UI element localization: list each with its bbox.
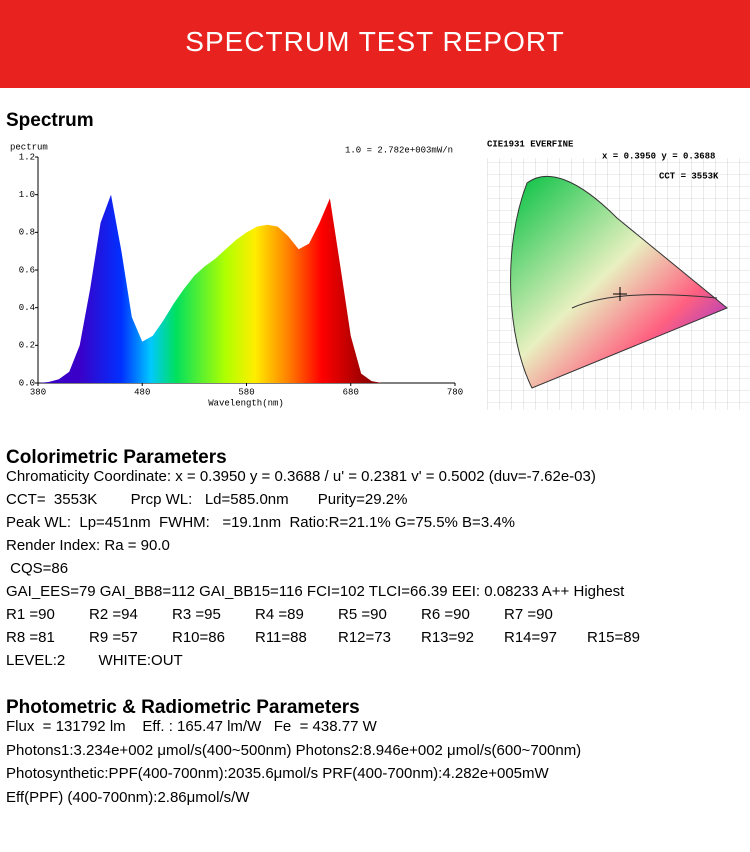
x-tick-label: 580: [238, 387, 254, 397]
r-value: R10=86: [172, 629, 225, 646]
r-value: R5 =90: [338, 606, 387, 623]
r-value: R1 =90: [6, 606, 55, 623]
spectrum-area: [38, 194, 455, 383]
text-line: Eff(PPF) (400-700nm):2.86μmol/s/W: [6, 788, 250, 806]
y-tick-label: 1.2: [19, 152, 35, 162]
annotation: 1.0 = 2.782e+003mW/n: [345, 145, 453, 155]
r-value: R8 =81: [6, 629, 55, 646]
y-axis-label: pectrum: [10, 142, 48, 152]
x-tick-label: 780: [447, 387, 463, 397]
r-row: R8 =81 R9 =57 R10=86 R11=88 R12=73 R13=92 R14=…: [6, 629, 670, 646]
r-value: R2 =94: [89, 606, 138, 623]
x-tick-label: 680: [343, 387, 359, 397]
text-line: LEVEL:2 WHITE:OUT: [6, 652, 183, 669]
planck-locus: [571, 294, 718, 309]
text-line: GAI_EES=79 GAI_BB8=112 GAI_BB15=116 FCI=…: [6, 583, 625, 600]
text-line: Render Index: Ra = 90.0: [6, 537, 170, 554]
text-line: Flux = 131792 lm Eff. : 165.47 lm/W Fe =…: [6, 718, 377, 735]
r-value: R12=73: [338, 629, 391, 646]
y-tick-label: 0.8: [19, 228, 35, 238]
spectrum-chart: pectrum 1.0 = 2.782e+003mW/n Wavelength(…: [10, 142, 463, 408]
r-value: R7 =90: [504, 606, 553, 623]
text-line: Chromaticity Coordinate: x = 0.3950 y = …: [6, 468, 596, 485]
r-value: R9 =57: [89, 629, 138, 646]
x-tick-label: 480: [134, 387, 150, 397]
r-value: R14=97: [504, 629, 557, 646]
cie-point: [613, 287, 627, 301]
r-value: R11=88: [255, 629, 307, 646]
cie-coords: x = 0.3950 y = 0.3688: [602, 151, 715, 161]
y-tick-label: 0.6: [19, 265, 35, 275]
cie-diagram: CIE1931 EVERFINE x = 0.3950 y = 0.3688 C…: [487, 139, 750, 410]
section-heading: Photometric & Radiometric Parameters: [6, 697, 360, 718]
r-value: R3 =95: [172, 606, 221, 623]
header-banner: SPECTRUM TEST REPORT: [0, 0, 750, 88]
x-axis-label: Wavelength(nm): [208, 398, 284, 408]
r-row: R1 =90 R2 =94 R3 =95 R4 =89 R5 =90 R6 =90 R7 =…: [6, 606, 587, 623]
section-heading: Colorimetric Parameters: [6, 447, 227, 468]
text-line: Photons1:3.234e+002 μmol/s(400~500nm) Ph…: [6, 741, 582, 759]
cie-title: CIE1931 EVERFINE: [487, 139, 574, 149]
x-tick-label: 380: [30, 387, 46, 397]
text-line: Photosynthetic:PPF(400-700nm):2035.6μmol…: [6, 765, 549, 782]
title: SPECTRUM TEST REPORT: [185, 26, 565, 57]
y-tick-label: 1.0: [19, 190, 35, 200]
text-line: CQS=86: [6, 560, 69, 577]
text-line: CCT= 3553K Prcp WL: Ld=585.0nm Purity=29…: [6, 491, 408, 508]
section-heading: Spectrum: [6, 110, 94, 131]
r-value: R15=89: [587, 629, 640, 646]
cie-cct: CCT = 3553K: [659, 171, 719, 181]
r-value: R4 =89: [255, 606, 304, 623]
r-value: R13=92: [421, 629, 474, 646]
y-tick-label: 0.4: [19, 303, 35, 313]
text-line: Peak WL: Lp=451nm FWHM: =19.1nm Ratio:R=…: [6, 514, 516, 531]
y-tick-label: 0.0: [19, 378, 35, 388]
cie-locus: [510, 175, 728, 389]
r-value: R6 =90: [421, 606, 470, 623]
y-tick-label: 0.2: [19, 341, 35, 351]
